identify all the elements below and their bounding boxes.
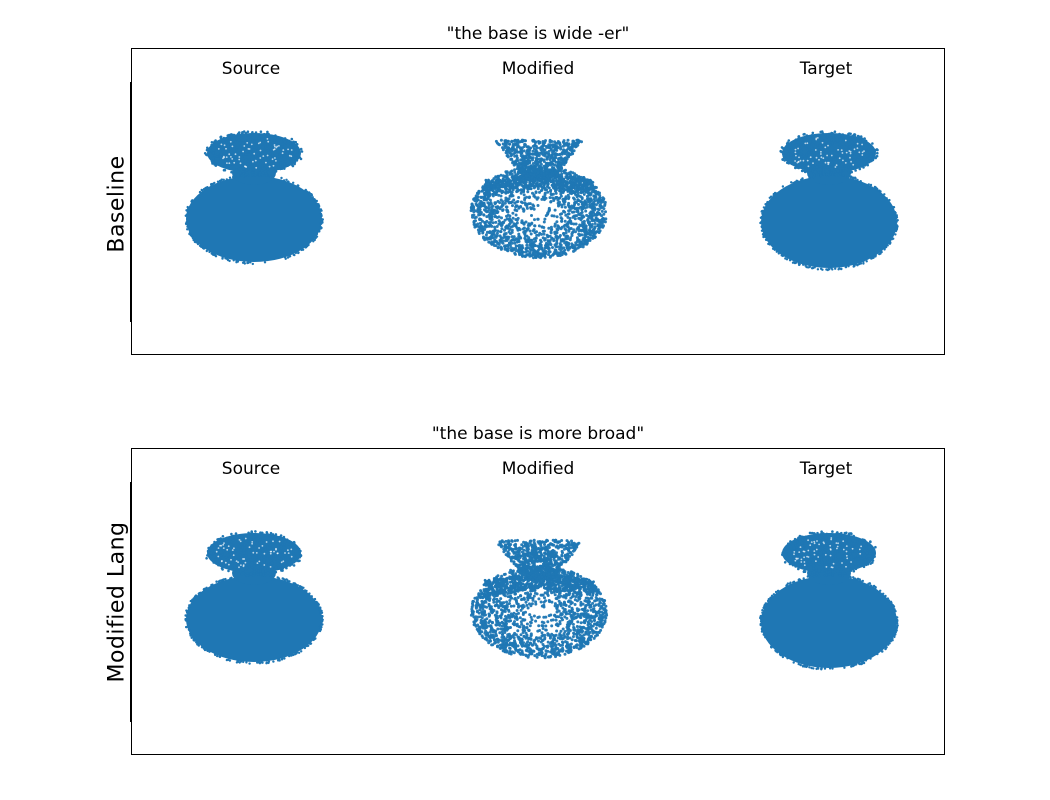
row-label-baseline: Baseline	[104, 155, 130, 253]
col-label-modified-bottom: Modified	[501, 459, 575, 479]
point-cloud-target-top	[759, 130, 899, 272]
col-label-modified-top: Modified	[501, 59, 575, 79]
point-cloud-modified-bottom	[469, 538, 609, 660]
col-label-source-top: Source	[221, 59, 281, 79]
panel-title-bottom: "the base is more broad"	[431, 424, 645, 444]
row-label-modified-lang: Modified Lang	[104, 521, 130, 683]
point-cloud-source-top	[184, 130, 324, 266]
col-label-target-top: Target	[799, 59, 853, 79]
y-spine-top	[130, 82, 131, 322]
point-cloud-source-bottom	[184, 530, 324, 665]
panel-title-top: "the base is wide -er"	[446, 24, 630, 44]
point-cloud-modified-top	[469, 138, 608, 260]
col-label-target-bottom: Target	[799, 459, 853, 479]
col-label-source-bottom: Source	[221, 459, 281, 479]
point-cloud-target-bottom	[759, 530, 899, 671]
y-spine-bottom	[130, 482, 131, 722]
